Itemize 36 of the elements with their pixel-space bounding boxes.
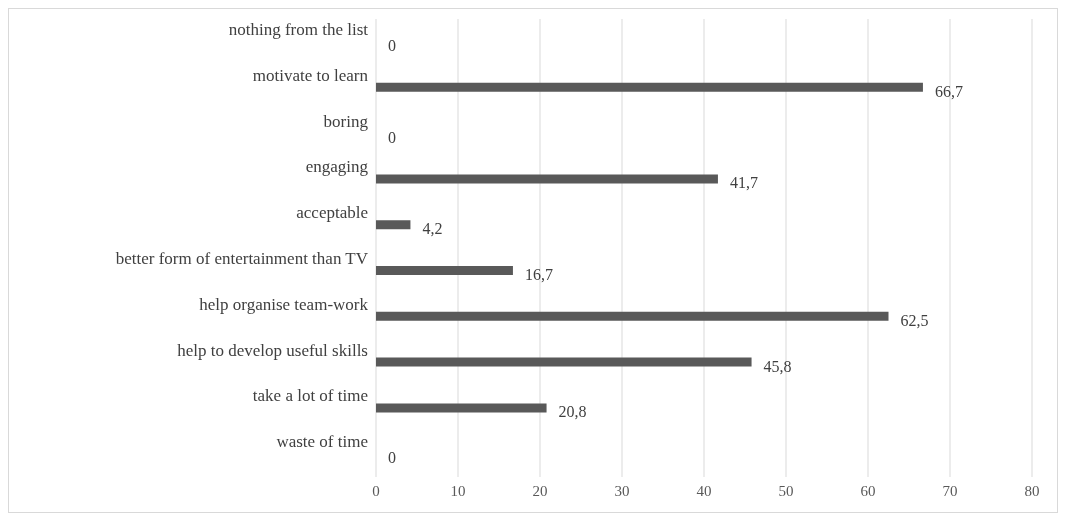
y-tick-label: acceptable <box>296 203 368 223</box>
data-label: 0 <box>388 449 396 467</box>
data-label: 0 <box>388 128 396 146</box>
data-label: 66,7 <box>934 82 963 100</box>
y-tick-label: motivate to learn <box>252 65 369 85</box>
y-tick-label: help organise team-work <box>199 294 369 314</box>
data-label: 16,7 <box>524 265 553 283</box>
x-tick-label: 80 <box>1024 482 1040 499</box>
bar <box>376 82 923 92</box>
bar <box>376 403 547 413</box>
data-label: 0 <box>388 36 396 54</box>
bar <box>376 266 513 275</box>
x-tick-label: 70 <box>942 482 958 499</box>
data-label: 41,7 <box>729 174 758 192</box>
x-tick-label: 40 <box>696 482 712 499</box>
x-tick-label: 20 <box>532 482 548 499</box>
y-tick-label: better form of entertainment than TV <box>115 248 369 268</box>
x-tick-label: 0 <box>372 482 380 499</box>
y-tick-label: engaging <box>305 157 369 177</box>
data-label: 62,5 <box>900 311 929 329</box>
x-tick-label: 60 <box>860 482 876 499</box>
y-tick-label: help to develop useful skills <box>177 340 368 360</box>
bar <box>376 220 411 230</box>
y-tick-label: take a lot of time <box>252 386 368 406</box>
bar <box>376 311 889 321</box>
x-tick-label: 10 <box>450 482 466 499</box>
y-tick-label: waste of time <box>276 432 368 452</box>
bar <box>376 357 752 367</box>
data-label: 4,2 <box>422 220 443 238</box>
y-tick-label: boring <box>323 111 369 131</box>
y-tick-label: nothing from the list <box>228 19 369 39</box>
x-tick-label: 30 <box>614 482 630 499</box>
bar <box>376 174 718 184</box>
data-label: 45,8 <box>763 357 792 375</box>
x-tick-label: 50 <box>778 482 794 499</box>
data-label: 20,8 <box>558 403 587 421</box>
